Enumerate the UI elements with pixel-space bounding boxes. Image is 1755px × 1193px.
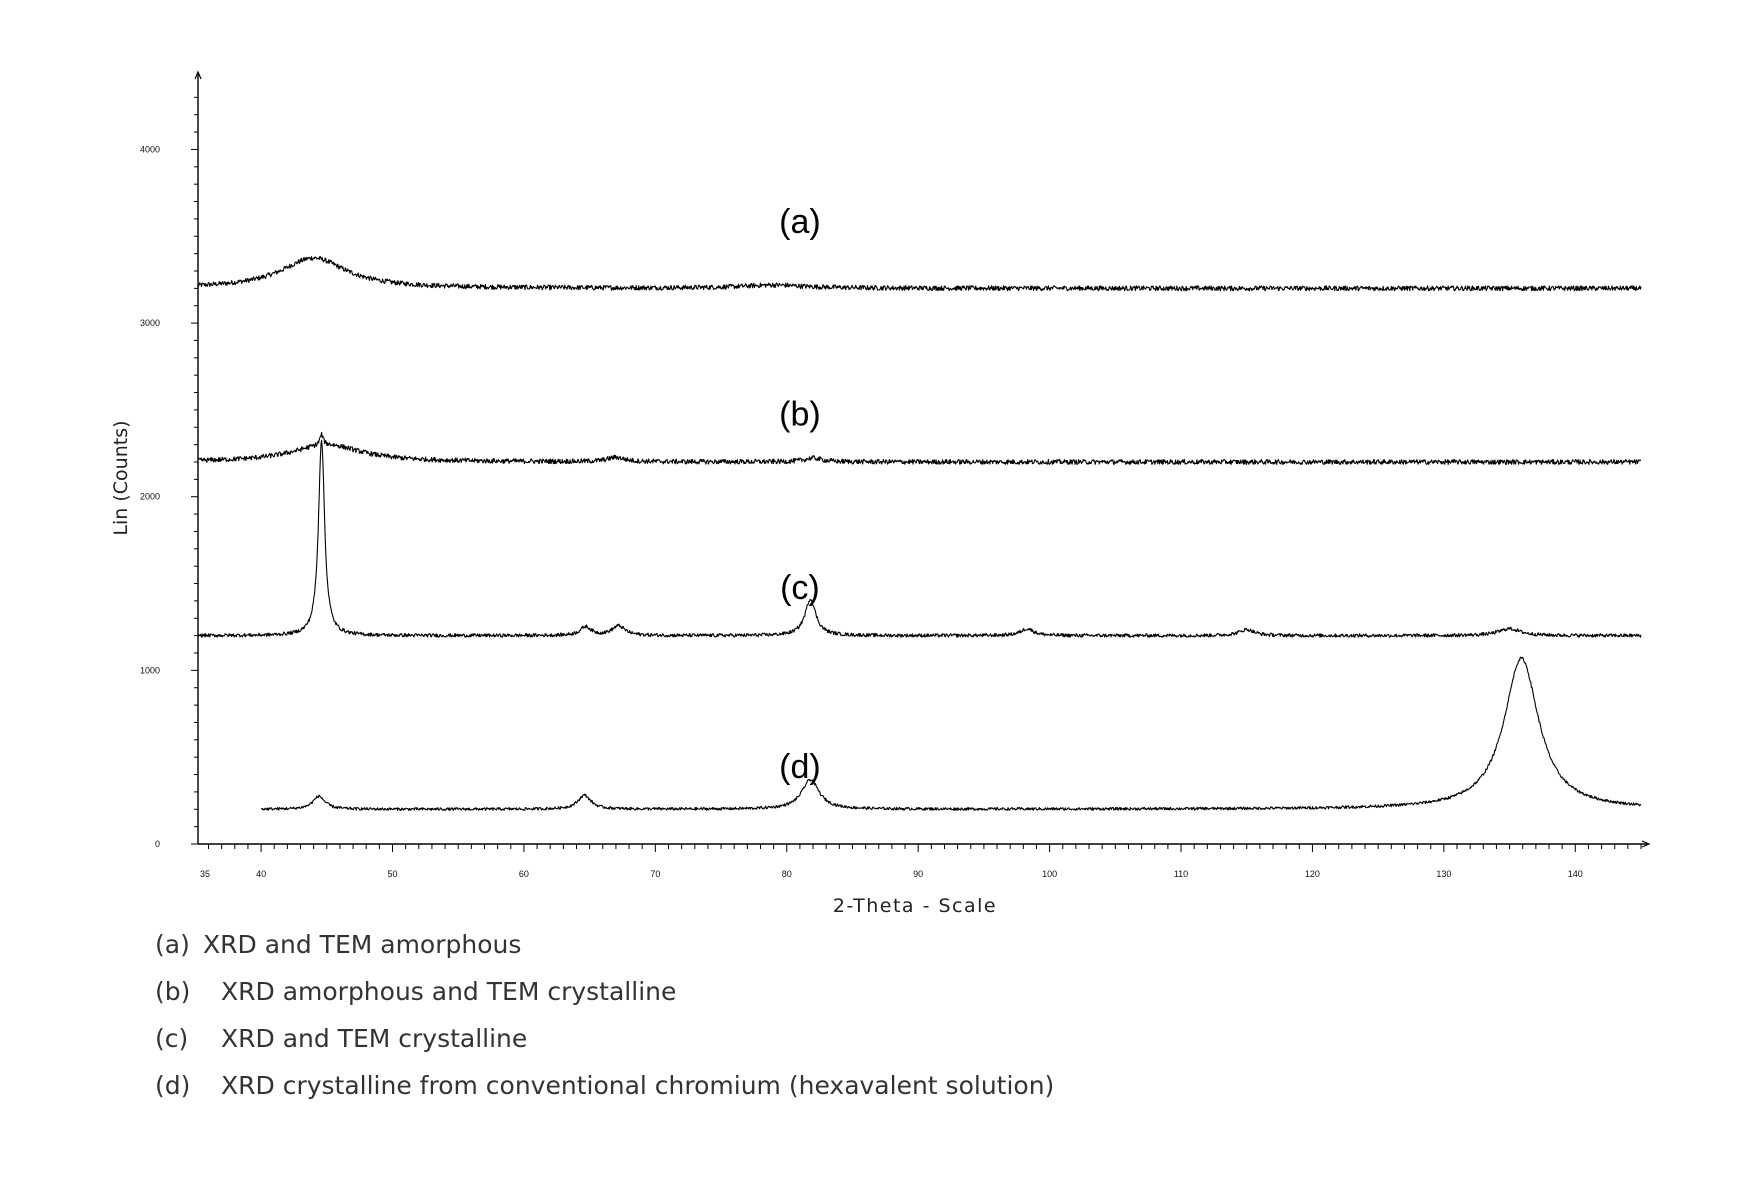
x-tick-label: 50 <box>387 869 397 879</box>
series-b-line <box>198 432 1641 464</box>
x-tick-label: 120 <box>1305 869 1320 879</box>
legend-text: XRD amorphous and TEM crystalline <box>221 977 676 1006</box>
xrd-chart: 0 1000 2000 3000 4000 35 40 50 60 70 80 90 100 110 120… <box>0 0 1755 920</box>
y-axis-title: Lin (Counts) <box>110 420 132 535</box>
legend-tag: (a) <box>155 930 203 959</box>
x-axis-title: 2-Theta - Scale <box>833 895 997 917</box>
x-tick-label: 40 <box>256 869 266 879</box>
series-d-line <box>261 657 1641 810</box>
y-tick-label: 1000 <box>140 665 160 675</box>
legend-tag: (d) <box>155 1071 221 1100</box>
series-c-line <box>198 440 1641 637</box>
series-layer <box>198 257 1641 811</box>
curve-label-d: (d) <box>779 748 821 786</box>
x-tick-label: 70 <box>650 869 660 879</box>
legend-text: XRD and TEM amorphous <box>203 930 521 959</box>
y-tick-label: 4000 <box>140 144 160 154</box>
legend-item-b: (b)XRD amorphous and TEM crystalline <box>155 977 1155 1024</box>
legend: (a)XRD and TEM amorphous (b)XRD amorphou… <box>155 930 1155 1118</box>
curve-label-a: (a) <box>779 203 821 241</box>
x-tick-label: 35 <box>200 869 210 879</box>
y-tick-label: 0 <box>155 839 160 849</box>
x-tick-label: 100 <box>1042 869 1057 879</box>
y-tick-label: 3000 <box>140 318 160 328</box>
x-tick-label: 110 <box>1174 869 1188 879</box>
legend-text: XRD crystalline from conventional chromi… <box>221 1071 1054 1100</box>
legend-tag: (b) <box>155 977 221 1006</box>
curve-label-c: (c) <box>780 569 820 607</box>
legend-tag: (c) <box>155 1024 221 1053</box>
series-a-line <box>198 257 1641 291</box>
x-tick-label: 60 <box>519 869 529 879</box>
legend-item-d: (d)XRD crystalline from conventional chr… <box>155 1071 1155 1118</box>
curve-label-b: (b) <box>779 396 821 434</box>
annotation-layer: (a) (b) (c) (d) <box>779 203 821 786</box>
x-tick-label: 140 <box>1568 869 1583 879</box>
x-tick-label: 80 <box>782 869 792 879</box>
legend-item-c: (c)XRD and TEM crystalline <box>155 1024 1155 1071</box>
y-tick-label: 2000 <box>140 492 160 502</box>
x-tick-label: 90 <box>913 869 923 879</box>
ticks: 0 1000 2000 3000 4000 35 40 50 60 70 80 90 100 110 120… <box>140 97 1641 879</box>
legend-text: XRD and TEM crystalline <box>221 1024 527 1053</box>
x-tick-label: 130 <box>1436 869 1451 879</box>
legend-item-a: (a)XRD and TEM amorphous <box>155 930 1155 977</box>
